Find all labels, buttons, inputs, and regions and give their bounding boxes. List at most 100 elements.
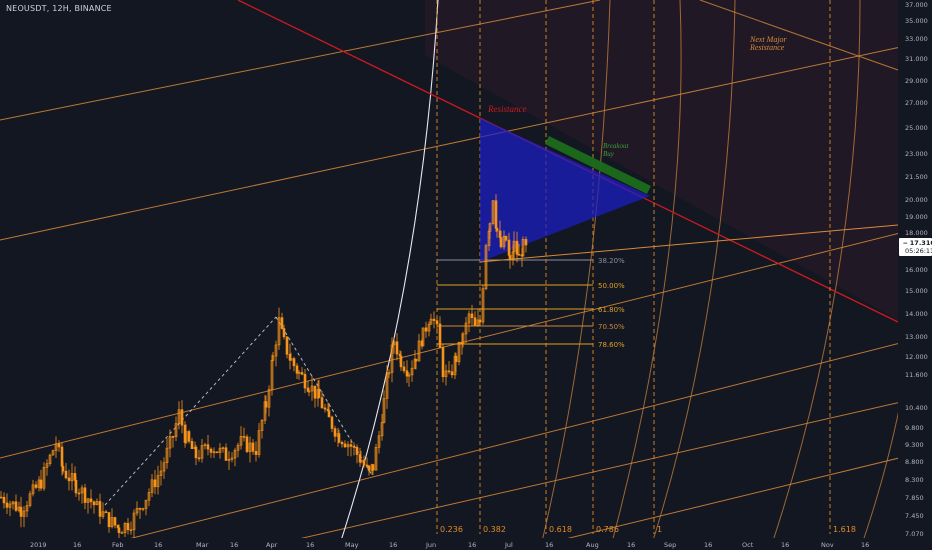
- symbol-title: NEOUSDT, 12H, BINANCE: [6, 4, 112, 13]
- candle-body: [292, 358, 296, 367]
- candle-body: [346, 444, 350, 448]
- candle-body: [407, 374, 411, 377]
- candle-body: [450, 371, 454, 376]
- candle-body: [337, 433, 341, 443]
- fib-label-3: 61.80%: [598, 306, 625, 314]
- time-axis-background: [0, 538, 898, 550]
- candle-body: [187, 431, 191, 442]
- candle-body: [138, 508, 142, 510]
- last-price-label: ‒ 17.310: [903, 239, 932, 247]
- candle-body: [67, 477, 71, 482]
- time-tick-label: 16: [73, 541, 81, 549]
- candle-body: [282, 328, 286, 338]
- candle-body: [86, 498, 90, 503]
- candle-body: [14, 501, 18, 511]
- price-tick-label: 27.000: [905, 99, 928, 107]
- candle-body: [473, 317, 477, 326]
- candle-body: [427, 323, 431, 332]
- candle-body: [320, 397, 324, 409]
- candle-body: [144, 499, 148, 509]
- candle-body: [61, 465, 65, 472]
- candle-body: [380, 422, 384, 437]
- time-fib-lines-layer: 0.236 0.382 0.618 0.786 1 1.618: [436, 0, 856, 534]
- time-tick-label: May: [345, 541, 359, 549]
- candle-body: [417, 340, 421, 362]
- breakout-annotation-line1: Breakout: [603, 142, 629, 150]
- candle-body: [264, 401, 268, 408]
- wave-guide-down: [275, 316, 373, 476]
- candle-body: [132, 512, 136, 531]
- candle-body: [365, 464, 369, 467]
- candle-body: [150, 479, 154, 493]
- channel-line-6: [519, 449, 932, 550]
- candle-body: [333, 428, 337, 437]
- candle-body: [395, 341, 399, 355]
- candle-body: [260, 420, 264, 431]
- candle-body: [521, 239, 525, 257]
- resistance-zone-shade: [425, 0, 898, 320]
- channel-line-2: [0, 44, 911, 241]
- candle-body: [267, 389, 271, 408]
- candle-body: [499, 237, 503, 248]
- candle-body: [39, 479, 43, 489]
- candle-body: [327, 410, 331, 418]
- candle-body: [42, 467, 46, 489]
- candle-body: [454, 355, 458, 363]
- time-tick-label: Jun: [425, 541, 436, 549]
- candle-body: [307, 390, 311, 393]
- candle-body: [107, 512, 111, 528]
- time-tick-label: Oct: [742, 541, 754, 549]
- fib-label-2: 50.00%: [598, 282, 625, 290]
- candle-body: [0, 496, 3, 499]
- time-tick-label: 2019: [30, 541, 47, 549]
- candle-body: [508, 254, 512, 260]
- candle-body: [203, 444, 207, 446]
- time-tick-label: 16: [468, 541, 476, 549]
- candle-body: [377, 435, 381, 448]
- candle-body: [177, 409, 181, 424]
- time-tick-label: Aug: [586, 541, 599, 549]
- candle-body: [221, 447, 225, 450]
- time-tick-label: Sep: [664, 541, 676, 549]
- candle-body: [74, 480, 78, 494]
- time-tick-label: 16: [389, 541, 397, 549]
- candle-body: [184, 431, 188, 443]
- candle-body: [457, 341, 461, 363]
- time-tick-label: Jul: [504, 541, 513, 549]
- candle-body: [495, 228, 499, 232]
- price-tick-label: 20.000: [905, 196, 928, 204]
- candle-body: [392, 341, 396, 346]
- price-tick-label: 14.000: [905, 310, 928, 318]
- candle-body: [410, 367, 414, 376]
- time-tick-label: Apr: [266, 541, 278, 549]
- candle-body: [174, 423, 178, 438]
- candle-body: [248, 442, 252, 452]
- channel-line-4: [84, 334, 932, 550]
- candle-body: [414, 358, 418, 362]
- countdown-label: 05:26:11: [905, 247, 932, 255]
- candle-body: [51, 450, 55, 456]
- candle-body: [156, 475, 160, 488]
- next-major-annotation-line2: Resistance: [749, 43, 785, 52]
- candle-body: [54, 443, 58, 451]
- price-tick-label: 25.000: [905, 124, 928, 132]
- candle-body: [502, 235, 506, 248]
- candle-body: [209, 448, 213, 453]
- candle-body: [429, 318, 433, 325]
- candle-body: [206, 444, 210, 450]
- time-tick-label: 16: [627, 541, 635, 549]
- time-fib-label-3: 0.618: [549, 525, 572, 534]
- candle-body: [194, 446, 198, 459]
- candle-body: [340, 442, 344, 445]
- price-tick-label: 8.300: [905, 476, 924, 484]
- candle-body: [517, 254, 521, 256]
- candle-body: [22, 510, 26, 517]
- candle-body: [421, 327, 425, 347]
- triangle-support-line: [479, 224, 899, 263]
- candle-body: [227, 458, 231, 461]
- candle-body: [405, 370, 409, 377]
- time-tick-label: 16: [154, 541, 162, 549]
- candle-body: [162, 462, 166, 472]
- price-tick-label: 31.000: [905, 55, 928, 63]
